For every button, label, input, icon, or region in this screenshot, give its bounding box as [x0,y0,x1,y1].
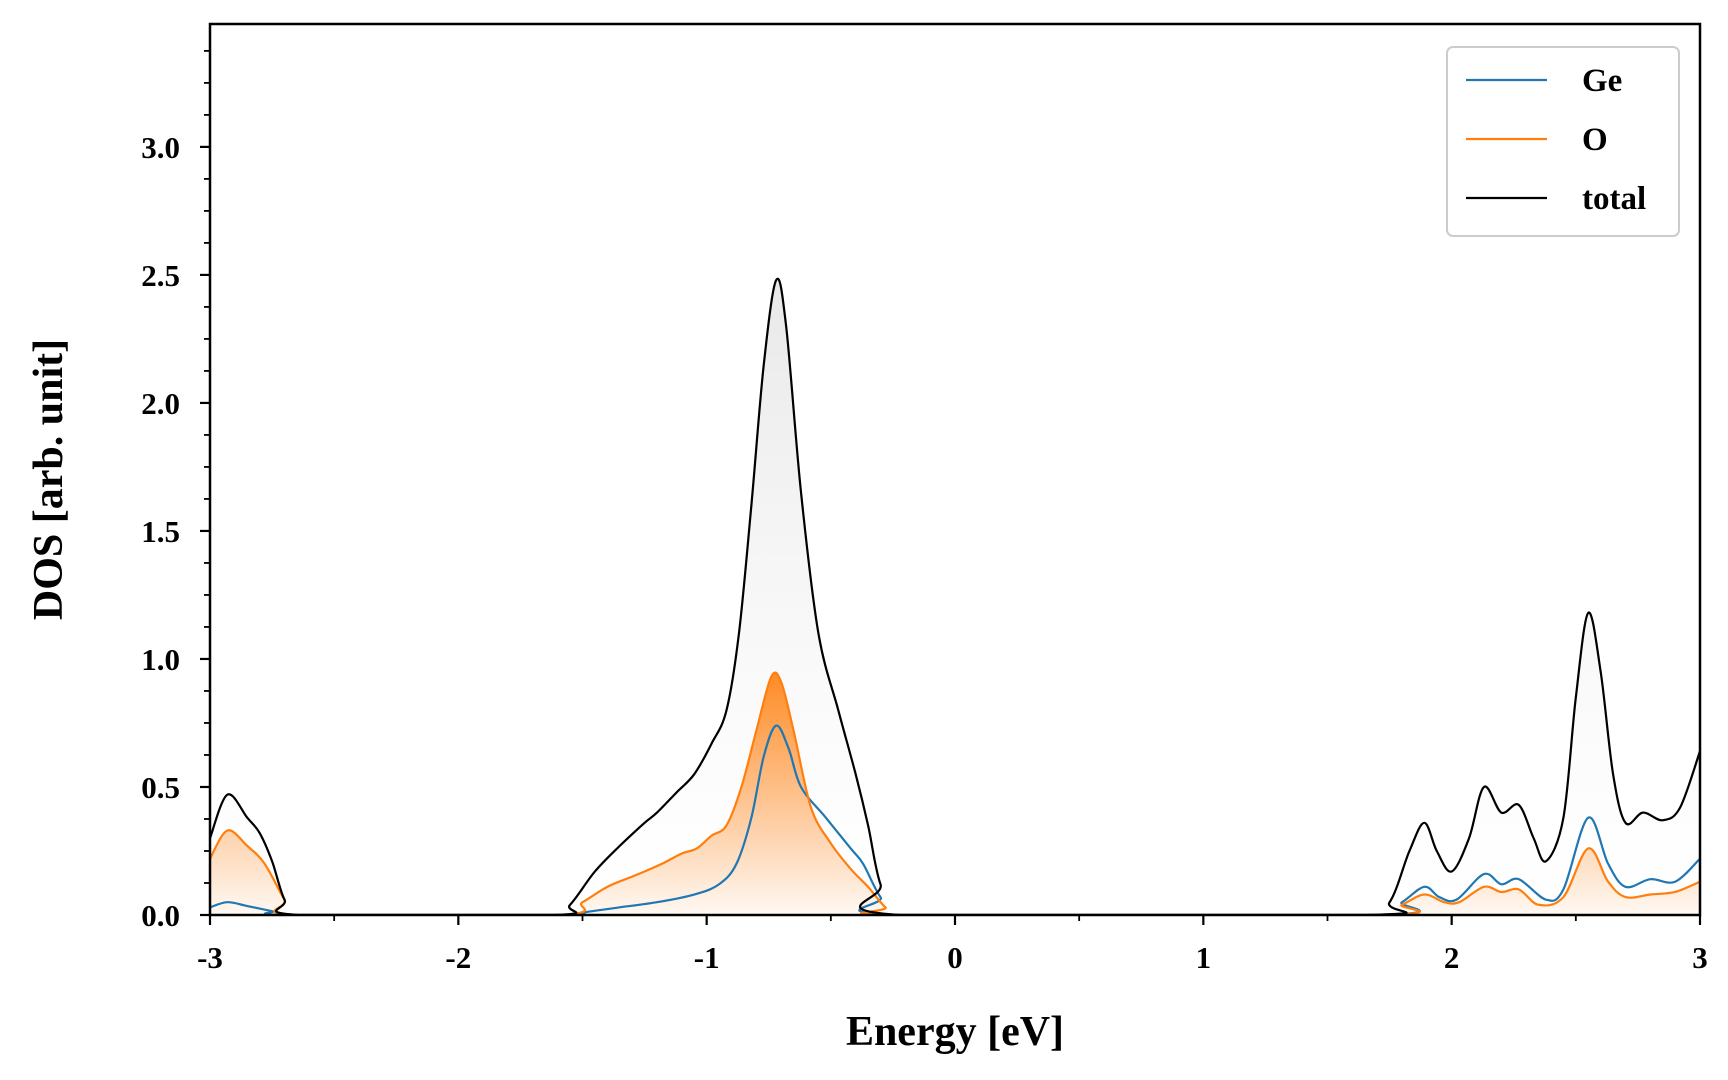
x-tick-label: -3 [197,940,223,975]
legend-label-o: O [1582,122,1608,158]
x-tick-label: 3 [1692,940,1708,975]
y-tick-label: 2.5 [141,258,180,293]
series-fill-total [210,278,1700,915]
legend-label-ge: Ge [1582,63,1622,99]
y-tick-label: 1.0 [141,642,180,677]
series-line-total [210,277,1700,915]
y-tick-label: 0.0 [141,898,180,933]
y-axis-title: DOS [arb. unit] [26,339,72,620]
legend-box [1446,46,1680,237]
y-tick-label: 0.5 [141,770,180,805]
x-tick-label: -2 [445,940,471,975]
x-tick-label: 1 [1196,940,1212,975]
y-tick-label: 3.0 [141,130,180,165]
y-tick-label: 1.5 [141,514,180,549]
x-tick-label: 0 [947,940,963,975]
y-tick-label: 2.0 [141,386,180,421]
x-axis-title: Energy [eV] [846,1009,1064,1055]
x-tick-label: 2 [1444,940,1460,975]
legend-label-total: total [1582,181,1646,217]
x-tick-label: -1 [694,940,720,975]
series-line-o [210,671,1700,915]
